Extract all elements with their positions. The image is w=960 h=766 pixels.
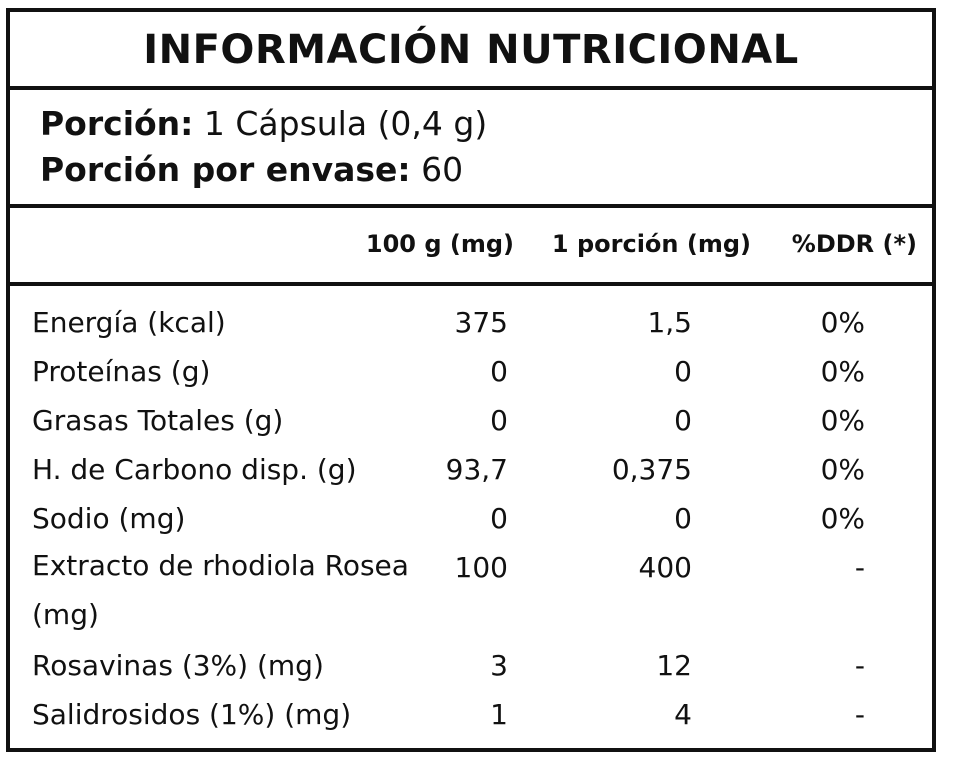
- nutrient-rows: Energía (kcal) 375 1,5 0% Proteínas (g) …: [10, 300, 932, 741]
- nutrient-name: Grasas Totales (g): [32, 404, 284, 437]
- table-row: Rosavinas (3%) (mg) 3 12 -: [10, 643, 932, 692]
- value-per-portion: 0: [674, 355, 692, 388]
- table-row: Proteínas (g) 0 0 0%: [10, 349, 932, 398]
- value-per-100g: 0: [490, 355, 508, 388]
- column-header-ddr: %DDR (*): [791, 230, 917, 258]
- per-container-label: Porción por envase:: [40, 150, 411, 189]
- value-per-portion: 4: [674, 698, 692, 731]
- table-row: Extracto de rhodiola Rosea (mg) 100 400 …: [10, 545, 932, 643]
- value-ddr: -: [854, 649, 865, 682]
- table-row: Grasas Totales (g) 0 0 0%: [10, 398, 932, 447]
- portion-line: Porción: 1 Cápsula (0,4 g): [40, 104, 487, 143]
- nutrient-name: Rosavinas (3%) (mg): [32, 649, 324, 682]
- value-per-portion: 1,5: [647, 306, 692, 339]
- portion-label: Porción:: [40, 104, 194, 143]
- table-row: Salidrosidos (1%) (mg) 1 4 -: [10, 692, 932, 741]
- value-per-100g: 0: [490, 502, 508, 535]
- value-ddr: 0%: [820, 306, 865, 339]
- per-container-value: 60: [421, 150, 464, 189]
- value-per-100g: 0: [490, 404, 508, 437]
- serving-info: Porción: 1 Cápsula (0,4 g) Porción por e…: [10, 90, 932, 208]
- value-per-portion: 12: [656, 649, 692, 682]
- label-title: INFORMACIÓN NUTRICIONAL: [10, 12, 932, 90]
- portion-value: 1 Cápsula (0,4 g): [203, 104, 488, 143]
- value-per-portion: 0: [674, 404, 692, 437]
- value-per-100g: 1: [490, 698, 508, 731]
- value-per-100g: 3: [490, 649, 508, 682]
- column-header-per-100g: 100 g (mg): [365, 230, 514, 258]
- table-row: H. de Carbono disp. (g) 93,7 0,375 0%: [10, 447, 932, 496]
- value-per-100g: 93,7: [445, 453, 508, 486]
- nutrient-name: Sodio (mg): [32, 502, 186, 535]
- nutrient-name: Proteínas (g): [32, 355, 211, 388]
- nutrient-name: Energía (kcal): [32, 306, 226, 339]
- nutrition-label: INFORMACIÓN NUTRICIONAL Porción: 1 Cápsu…: [6, 8, 936, 752]
- value-ddr: -: [854, 698, 865, 731]
- value-ddr: 0%: [820, 453, 865, 486]
- value-ddr: 0%: [820, 404, 865, 437]
- value-per-100g: 375: [454, 306, 508, 339]
- value-per-portion: 400: [638, 551, 692, 584]
- value-ddr: 0%: [820, 502, 865, 535]
- per-container-line: Porción por envase: 60: [40, 150, 463, 189]
- value-per-portion: 0: [674, 502, 692, 535]
- nutrient-name: H. de Carbono disp. (g): [32, 453, 357, 486]
- nutrient-name: Salidrosidos (1%) (mg): [32, 698, 352, 731]
- table-row: Energía (kcal) 375 1,5 0%: [10, 300, 932, 349]
- value-per-portion: 0,375: [611, 453, 692, 486]
- table-header: 100 g (mg) 1 porción (mg) %DDR (*): [10, 208, 932, 286]
- table-row: Sodio (mg) 0 0 0%: [10, 496, 932, 545]
- value-ddr: 0%: [820, 355, 865, 388]
- nutrient-name: Extracto de rhodiola Rosea (mg): [32, 549, 409, 631]
- value-per-100g: 100: [454, 551, 508, 584]
- column-header-per-portion: 1 porción (mg): [551, 230, 751, 258]
- value-ddr: -: [854, 551, 865, 584]
